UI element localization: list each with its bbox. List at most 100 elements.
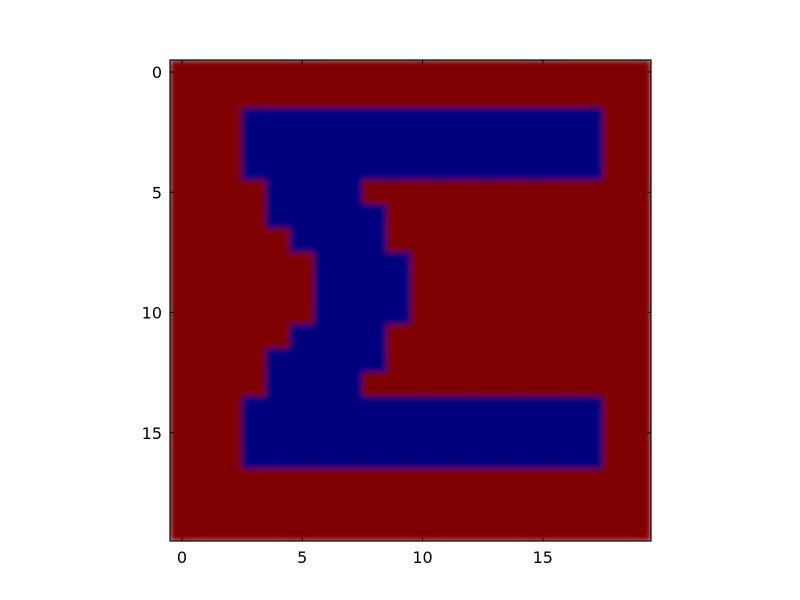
heatmap-cell bbox=[265, 372, 291, 398]
heatmap-cell bbox=[434, 179, 460, 205]
heatmap-cell bbox=[265, 83, 291, 109]
heatmap-cell bbox=[554, 107, 580, 133]
heatmap-cell bbox=[578, 179, 604, 205]
x-tick-label: 5 bbox=[297, 548, 307, 567]
heatmap-cell bbox=[289, 60, 315, 85]
heatmap-cell bbox=[530, 420, 556, 446]
heatmap-cell bbox=[482, 275, 508, 301]
heatmap-cell bbox=[578, 516, 604, 541]
heatmap-cell bbox=[385, 203, 411, 229]
heatmap-cell bbox=[578, 107, 604, 133]
heatmap-cell bbox=[265, 348, 291, 374]
heatmap-cell bbox=[289, 107, 315, 133]
heatmap-cell bbox=[193, 83, 219, 109]
heatmap-cell bbox=[506, 516, 532, 541]
heatmap-cell bbox=[193, 468, 219, 494]
heatmap-cell bbox=[530, 275, 556, 301]
heatmap-cell bbox=[217, 131, 243, 157]
heatmap-cell bbox=[482, 60, 508, 85]
heatmap-cell bbox=[410, 492, 436, 518]
heatmap-cell bbox=[361, 396, 387, 422]
heatmap-cell bbox=[193, 348, 219, 374]
heatmap-cell bbox=[241, 492, 267, 518]
heatmap-cell bbox=[385, 131, 411, 157]
heatmap-cell bbox=[361, 275, 387, 301]
heatmap-cell bbox=[217, 60, 243, 85]
heatmap-cell bbox=[506, 203, 532, 229]
heatmap-cell bbox=[626, 60, 651, 85]
heatmap-cell bbox=[578, 83, 604, 109]
heatmap-cell bbox=[602, 492, 628, 518]
heatmap-cell bbox=[170, 324, 195, 350]
heatmap-cell bbox=[602, 275, 628, 301]
heatmap-cell bbox=[530, 83, 556, 109]
heatmap-cell bbox=[482, 420, 508, 446]
heatmap-cell bbox=[506, 60, 532, 85]
heatmap-cell bbox=[289, 348, 315, 374]
heatmap-cell bbox=[289, 396, 315, 422]
heatmap-cell bbox=[578, 468, 604, 494]
heatmap-cell bbox=[482, 492, 508, 518]
heatmap-cell bbox=[458, 396, 484, 422]
heatmap-cell bbox=[410, 420, 436, 446]
heatmap-cell bbox=[193, 251, 219, 277]
heatmap-cell bbox=[626, 444, 651, 470]
heatmap-cell bbox=[626, 348, 651, 374]
heatmap-cell bbox=[506, 372, 532, 398]
y-tick-label: 5 bbox=[152, 183, 162, 202]
heatmap-cell bbox=[602, 179, 628, 205]
heatmap-cell bbox=[410, 83, 436, 109]
heatmap-cell bbox=[313, 83, 339, 109]
heatmap-cell bbox=[554, 372, 580, 398]
heatmap-cell bbox=[482, 516, 508, 541]
heatmap-cell bbox=[193, 227, 219, 253]
heatmap-cell bbox=[458, 492, 484, 518]
heatmap-cell bbox=[313, 468, 339, 494]
heatmap-cell bbox=[482, 83, 508, 109]
heatmap-cell bbox=[506, 300, 532, 326]
heatmap-cell bbox=[241, 203, 267, 229]
heatmap-cell bbox=[482, 107, 508, 133]
heatmap-cell bbox=[170, 420, 195, 446]
heatmap-cell bbox=[434, 396, 460, 422]
heatmap-cell bbox=[361, 516, 387, 541]
heatmap-cell bbox=[217, 251, 243, 277]
heatmap-cell bbox=[241, 372, 267, 398]
heatmap-cell bbox=[313, 300, 339, 326]
heatmap-cell bbox=[385, 155, 411, 181]
heatmap-cell bbox=[434, 131, 460, 157]
heatmap-cell bbox=[410, 396, 436, 422]
heatmap-cell bbox=[337, 468, 363, 494]
heatmap-cell bbox=[241, 60, 267, 85]
heatmap-cell bbox=[578, 131, 604, 157]
heatmap-cell bbox=[434, 107, 460, 133]
heatmap-cell bbox=[458, 420, 484, 446]
heatmap-cell bbox=[313, 420, 339, 446]
heatmap-cell bbox=[410, 179, 436, 205]
heatmap-cell bbox=[289, 275, 315, 301]
heatmap-cell bbox=[217, 372, 243, 398]
heatmap-cell bbox=[410, 60, 436, 85]
heatmap-cell bbox=[385, 251, 411, 277]
heatmap-cell bbox=[530, 468, 556, 494]
heatmap-cell bbox=[602, 396, 628, 422]
heatmap-cell bbox=[482, 372, 508, 398]
heatmap-cell bbox=[602, 107, 628, 133]
heatmap-cell bbox=[265, 131, 291, 157]
heatmap-cell bbox=[265, 396, 291, 422]
heatmap-cell bbox=[241, 300, 267, 326]
heatmap-cell bbox=[626, 131, 651, 157]
heatmap-cell bbox=[530, 203, 556, 229]
heatmap-cell bbox=[554, 60, 580, 85]
heatmap-cell bbox=[602, 348, 628, 374]
heatmap-cell bbox=[434, 300, 460, 326]
plot-frame bbox=[169, 59, 652, 542]
heatmap-cell bbox=[241, 251, 267, 277]
heatmap-cell bbox=[170, 516, 195, 541]
heatmap-cell bbox=[530, 179, 556, 205]
heatmap-cell bbox=[337, 275, 363, 301]
heatmap-cell bbox=[554, 251, 580, 277]
heatmap-cell bbox=[506, 275, 532, 301]
heatmap-cell bbox=[170, 179, 195, 205]
heatmap-cell bbox=[385, 516, 411, 541]
